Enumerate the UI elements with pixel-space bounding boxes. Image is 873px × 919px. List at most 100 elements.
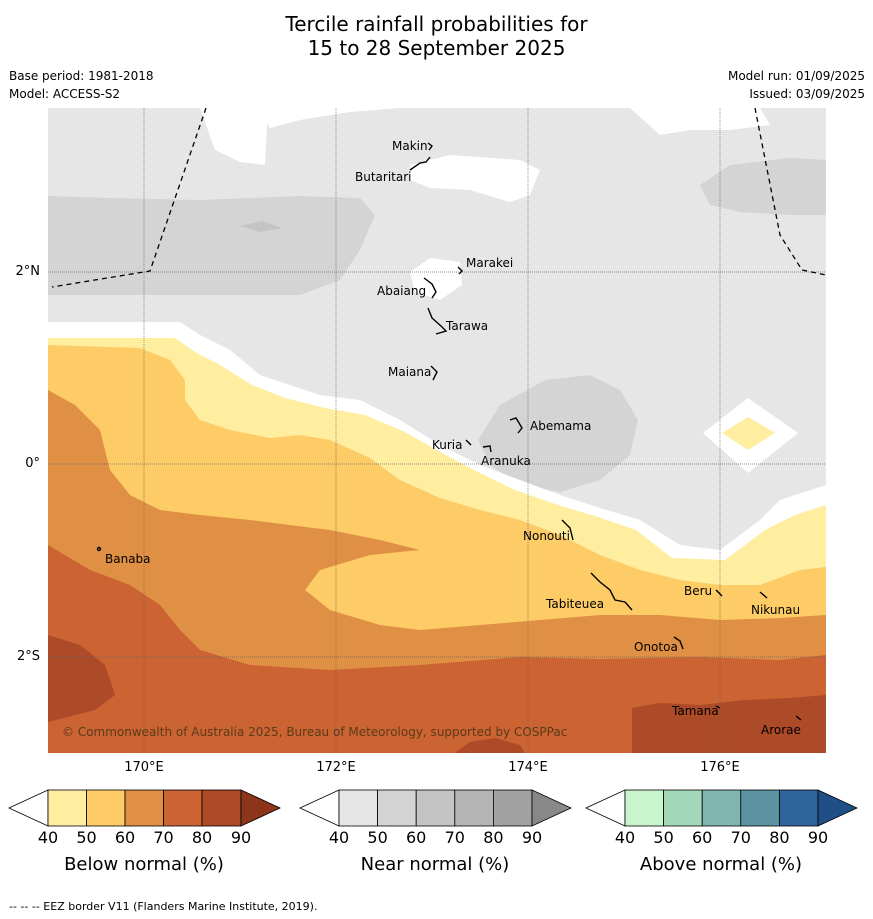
below-normal-80-90-east — [632, 695, 826, 753]
label-nonouti: Nonouti — [523, 529, 570, 543]
label-nikunau: Nikunau — [751, 603, 800, 617]
abemama-outline — [509, 417, 523, 434]
label-makin: Makin — [392, 139, 428, 153]
below-swatch-1 — [47, 789, 87, 827]
label-marakei: Marakei — [466, 256, 513, 270]
title-line-2: 15 to 28 September 2025 — [307, 36, 566, 60]
kuria-outline — [465, 439, 472, 446]
near-swatch-5 — [492, 789, 533, 827]
lat-label-0: 0° — [25, 456, 40, 471]
base-period: Base period: 1981-2018 — [9, 69, 154, 83]
label-maiana: Maiana — [388, 365, 431, 379]
eez-footnote: -- -- -- EEZ border V11 (Flanders Marine… — [9, 900, 318, 913]
lon-label-174: 174°E — [508, 760, 548, 775]
below-colorbar-title: Below normal (%) — [64, 854, 224, 875]
near-normal-60-patch-east — [700, 158, 826, 215]
below-swatch-4 — [163, 789, 203, 827]
above-swatch-1 — [624, 789, 664, 827]
above-colorbar-title: Above normal (%) — [639, 854, 803, 875]
above-tick: 40 — [614, 828, 636, 847]
graticule — [48, 108, 826, 753]
near-swatch-2 — [377, 789, 417, 827]
label-abaiang: Abaiang — [377, 284, 426, 298]
below-swatch-3 — [124, 789, 164, 827]
tabiteuea-outline — [590, 572, 633, 611]
near-tick: 60 — [406, 828, 427, 847]
above-tick: 90 — [807, 828, 829, 847]
arorae-outline — [795, 715, 802, 721]
near-colorbar-title: Near normal (%) — [360, 854, 510, 875]
lat-label-2s: 2°S — [16, 649, 40, 664]
aranuka-outline — [482, 445, 492, 453]
nonouti-outline — [561, 519, 574, 541]
above-tick: 60 — [692, 828, 713, 847]
butaritari-outline — [409, 156, 431, 171]
near-normal-60-band — [48, 196, 375, 295]
white-patch-ne — [630, 108, 770, 135]
near-normal-70-patch — [240, 221, 282, 232]
eez-border — [51, 108, 826, 288]
colorbar-below — [8, 789, 281, 827]
white-patch-butaritari — [410, 155, 540, 202]
label-onotoa: Onotoa — [634, 640, 678, 654]
near-swatch-3 — [415, 789, 456, 827]
copyright-notice: © Commonwealth of Australia 2025, Bureau… — [62, 725, 567, 739]
below-tick: 80 — [191, 828, 213, 847]
meta-right: Model run: 01/09/2025 Issued: 03/09/2025 — [728, 67, 865, 103]
issued-date: Issued: 03/09/2025 — [749, 87, 865, 101]
below-swatch-5 — [201, 789, 242, 827]
white-patch-abaiang — [410, 258, 462, 300]
below-tick: 60 — [114, 828, 136, 847]
near-tick: 80 — [483, 828, 504, 847]
map-title: Tercile rainfall probabilities for 15 to… — [0, 12, 873, 60]
near-tick: 50 — [367, 828, 388, 847]
tamana-outline — [715, 705, 721, 709]
meta-left: Base period: 1981-2018 Model: ACCESS-S2 — [9, 67, 154, 103]
maiana-outline — [430, 365, 438, 381]
above-swatch-3 — [701, 789, 742, 827]
below-over-arrow — [240, 789, 281, 827]
near-tick: 70 — [444, 828, 465, 847]
label-tamana: Tamana — [671, 704, 719, 718]
near-normal-60-patch-centre — [478, 375, 638, 492]
above-tick: 70 — [730, 828, 751, 847]
place-labels: Makin Butaritari Marakei Abaiang Tarawa … — [105, 139, 801, 737]
nikunau-outline — [759, 591, 768, 599]
label-banaba: Banaba — [105, 552, 151, 566]
above-over-arrow — [817, 789, 858, 827]
lon-label-172: 172°E — [316, 760, 356, 775]
label-beru: Beru — [684, 584, 712, 598]
above-swatch-2 — [663, 789, 703, 827]
below-swatch-2 — [86, 789, 126, 827]
label-kuria: Kuria — [432, 438, 463, 452]
below-under-arrow — [8, 789, 49, 827]
title-line-1: Tercile rainfall probabilities for — [285, 12, 588, 36]
white-patch-nw — [200, 108, 268, 165]
above-swatch-5 — [779, 789, 819, 827]
model-run: Model run: 01/09/2025 — [727, 69, 865, 83]
near-over-arrow — [531, 789, 572, 827]
below-normal-70-80 — [48, 545, 826, 753]
onotoa-outline — [673, 636, 684, 650]
below-tick: 40 — [37, 828, 59, 847]
near-tick: 90 — [521, 828, 543, 847]
model-name: Model: ACCESS-S2 — [9, 87, 121, 101]
label-tabiteuea: Tabiteuea — [545, 597, 604, 611]
below-tick: 70 — [153, 828, 174, 847]
below-normal-80-90-south — [455, 738, 525, 753]
lat-label-2n: 2°N — [15, 264, 41, 279]
above-swatch-4 — [740, 789, 780, 827]
above-tick: 50 — [653, 828, 674, 847]
label-abemama: Abemama — [530, 419, 591, 433]
island-outlines — [96, 142, 802, 721]
label-aranuka: Aranuka — [481, 454, 531, 468]
lon-label-176: 176°E — [700, 760, 740, 775]
colorbar-near — [299, 789, 572, 827]
banaba-outline — [96, 546, 102, 552]
near-swatch-4 — [454, 789, 494, 827]
map-fields: Makin Butaritari Marakei Abaiang Tarawa … — [48, 108, 826, 753]
below-40-patch-east — [722, 417, 775, 450]
near-under-arrow — [299, 789, 340, 827]
lon-label-170: 170°E — [124, 760, 164, 775]
abaiang-outline — [423, 277, 437, 299]
